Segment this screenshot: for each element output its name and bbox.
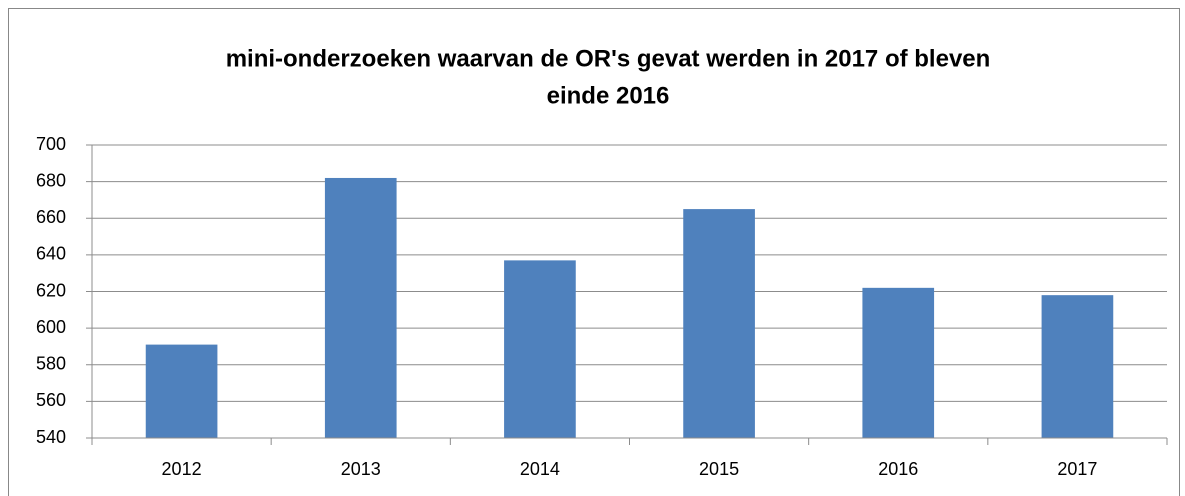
chart-title: mini-onderzoeken waarvan de OR's gevat w… [226, 45, 991, 72]
y-tick-label: 640 [36, 244, 66, 264]
y-tick-label: 680 [36, 170, 66, 190]
bar [862, 287, 935, 438]
bar [683, 209, 755, 438]
x-tick-label: 2015 [699, 459, 739, 479]
y-tick-label: 540 [36, 427, 66, 447]
x-tick-label: 2017 [1057, 459, 1097, 479]
y-tick-label: 580 [36, 354, 66, 374]
bar [504, 260, 576, 438]
y-tick-label: 620 [36, 280, 66, 300]
chart-title: einde 2016 [547, 82, 670, 109]
bar [324, 177, 397, 438]
bar [1041, 295, 1114, 438]
bar [145, 344, 218, 438]
y-tick-label: 700 [36, 134, 66, 154]
x-tick-label: 2013 [341, 459, 381, 479]
y-tick-label: 600 [36, 317, 66, 337]
y-tick-label: 560 [36, 390, 66, 410]
x-tick-label: 2016 [878, 459, 918, 479]
x-tick-label: 2014 [520, 459, 560, 479]
x-tick-label: 2012 [162, 459, 202, 479]
y-tick-label: 660 [36, 207, 66, 227]
